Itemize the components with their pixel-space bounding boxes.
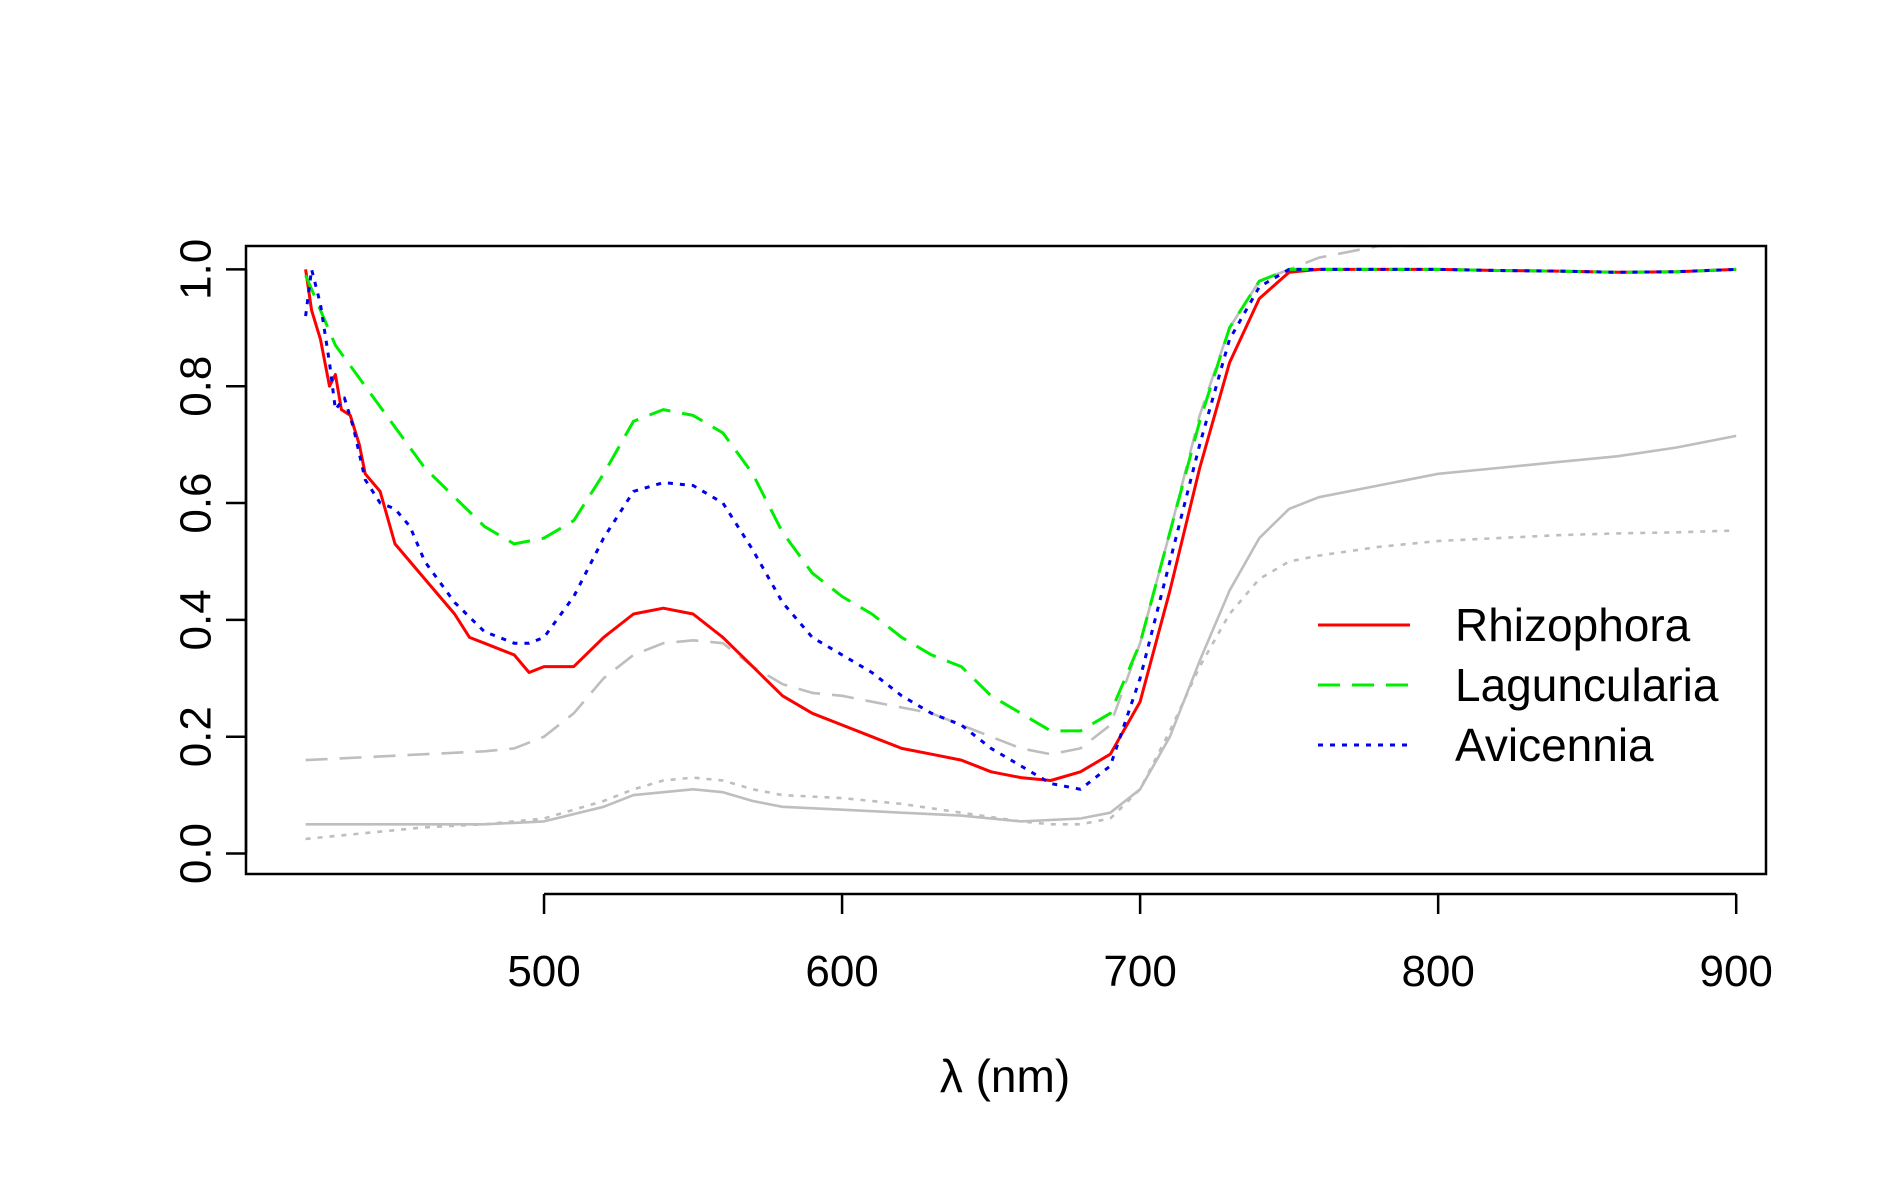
series-line-avicennia bbox=[304, 267, 1737, 791]
x-axis-title: λ (nm) bbox=[940, 1050, 1070, 1102]
x-tick-label: 900 bbox=[1699, 947, 1772, 996]
x-tick-label: 600 bbox=[805, 947, 878, 996]
y-tick-label: 0.6 bbox=[172, 472, 221, 533]
legend-label: Rhizophora bbox=[1455, 599, 1691, 651]
legend-label: Laguncularia bbox=[1455, 659, 1719, 711]
y-tick-label: 0.0 bbox=[172, 823, 221, 884]
y-tick-label: 0.4 bbox=[172, 589, 221, 650]
x-axis: 500 600 700 800 900 bbox=[507, 892, 1773, 996]
x-tick-label: 500 bbox=[507, 947, 580, 996]
y-tick-label: 0.2 bbox=[172, 706, 221, 767]
series-layer bbox=[304, 246, 1737, 841]
y-tick-label: 0.8 bbox=[172, 356, 221, 417]
reference-line-dotted bbox=[305, 529, 1737, 841]
reference-line-dashed bbox=[305, 246, 1439, 762]
legend-label: Avicennia bbox=[1455, 719, 1654, 771]
legend: Rhizophora Laguncularia Avicennia bbox=[1318, 599, 1719, 771]
series-line-rhizophora bbox=[304, 267, 1737, 782]
y-tick-label: 1.0 bbox=[172, 239, 221, 300]
plot-frame bbox=[244, 244, 1768, 876]
reference-line-solid bbox=[305, 434, 1737, 826]
x-tick-label: 700 bbox=[1103, 947, 1176, 996]
series-line-laguncularia bbox=[304, 267, 1737, 733]
x-tick-label: 800 bbox=[1401, 947, 1474, 996]
y-axis: 0.0 0.2 0.4 0.6 0.8 1.0 bbox=[172, 239, 248, 884]
